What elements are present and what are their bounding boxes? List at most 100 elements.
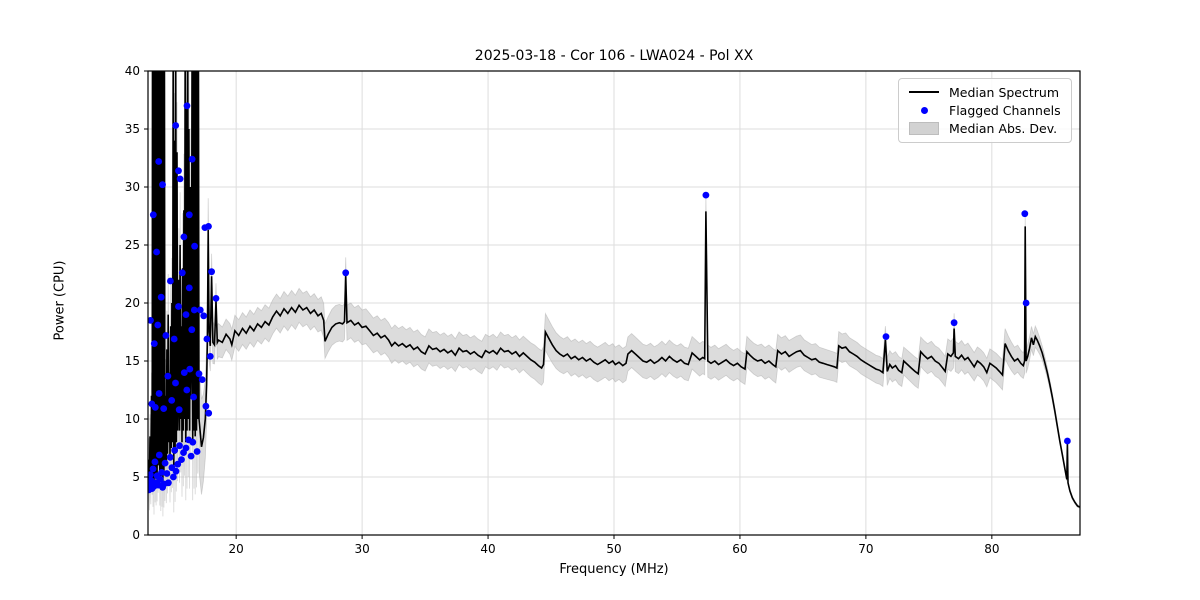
flagged-channel-marker xyxy=(182,311,190,318)
flagged-channel-marker xyxy=(178,456,185,463)
flagged-channel-marker xyxy=(188,155,196,163)
flagged-channel-marker xyxy=(206,353,214,360)
x-tick-label: 70 xyxy=(858,542,873,556)
x-tick-label: 60 xyxy=(732,542,747,556)
flagged-channel-marker xyxy=(193,448,201,455)
flagged-channel-marker xyxy=(156,475,164,483)
flagged-channel-marker xyxy=(175,167,182,175)
flagged-channel-marker xyxy=(176,175,184,183)
y-tick-label: 5 xyxy=(132,470,140,484)
flagged-channel-marker xyxy=(151,458,159,466)
line-sample-icon xyxy=(909,91,939,94)
mad-band xyxy=(148,71,1080,517)
chart-title: 2025-03-18 - Cor 106 - LWA024 - Pol XX xyxy=(474,48,754,64)
flagged-channel-marker xyxy=(148,317,154,324)
flagged-channel-marker xyxy=(203,335,211,343)
legend: Median Spectrum Flagged Channels Median … xyxy=(898,78,1072,143)
flagged-channel-marker xyxy=(190,306,198,314)
y-tick-label: 35 xyxy=(125,122,140,136)
flagged-channel-marker xyxy=(187,452,195,460)
flagged-channel-marker xyxy=(174,460,182,468)
flagged-channel-marker xyxy=(186,365,194,373)
flagged-channel-marker xyxy=(183,102,191,110)
y-tick-label: 15 xyxy=(125,354,140,368)
legend-entry-flagged-channels: Flagged Channels xyxy=(909,101,1063,119)
y-tick-label: 10 xyxy=(125,412,140,426)
flagged-channel-marker xyxy=(702,191,710,199)
flagged-channel-marker xyxy=(1064,437,1071,445)
axis-ticks: 20 30 40 50 60 70 80 0 5 10 15 20 25 30 35 40 xyxy=(125,64,1000,556)
flagged-channel-marker xyxy=(159,181,166,189)
legend-label: Median Abs. Dev. xyxy=(949,121,1058,137)
flagged-channel-marker xyxy=(190,393,198,401)
flagged-channel-marker xyxy=(205,223,212,230)
flagged-channel-marker xyxy=(155,158,163,165)
flagged-channel-marker xyxy=(165,479,172,487)
flagged-channel-marker xyxy=(161,459,169,467)
flagged-channel-marker xyxy=(150,340,158,347)
flagged-channel-marker xyxy=(342,269,350,277)
flagged-channel-marker xyxy=(185,211,193,219)
flagged-channel-marker xyxy=(202,402,210,410)
legend-label: Flagged Channels xyxy=(949,102,1061,118)
flagged-channel-marker xyxy=(166,453,174,461)
flagged-channel-marker xyxy=(157,293,165,301)
flagged-channels xyxy=(148,102,1071,494)
flagged-channel-marker xyxy=(172,122,180,129)
flagged-channel-marker xyxy=(164,372,172,380)
x-tick-label: 40 xyxy=(480,542,495,556)
flagged-channel-marker xyxy=(172,379,179,387)
flagged-channel-marker xyxy=(180,369,188,376)
flagged-channel-marker xyxy=(168,397,176,404)
flagged-channel-marker xyxy=(208,268,216,276)
flagged-channel-marker xyxy=(182,444,190,452)
flagged-channel-marker xyxy=(167,277,174,285)
x-tick-label: 20 xyxy=(229,542,244,556)
flagged-channel-marker xyxy=(200,312,208,320)
legend-label: Median Spectrum xyxy=(949,84,1060,100)
x-tick-label: 80 xyxy=(984,542,999,556)
flagged-channel-marker xyxy=(185,284,193,292)
flagged-channel-marker xyxy=(1022,299,1030,307)
flagged-channel-marker xyxy=(175,406,183,414)
flagged-channel-marker xyxy=(171,446,179,454)
flagged-channel-marker xyxy=(175,303,182,310)
flagged-channel-marker xyxy=(153,248,161,256)
flagged-channel-marker xyxy=(195,370,203,378)
y-tick-label: 30 xyxy=(125,180,140,194)
flagged-channel-marker xyxy=(180,233,188,241)
patch-sample-icon xyxy=(909,122,939,136)
x-tick-label: 30 xyxy=(354,542,369,556)
flagged-channel-marker xyxy=(189,438,197,446)
flagged-channel-marker xyxy=(154,321,162,329)
y-tick-label: 0 xyxy=(132,528,140,542)
flagged-channel-marker xyxy=(198,376,206,383)
flagged-channel-marker xyxy=(191,242,199,250)
y-axis-label: Power (CPU) xyxy=(52,260,68,341)
flagged-channel-marker xyxy=(188,326,196,334)
flagged-channel-marker xyxy=(149,211,157,219)
flagged-channel-marker xyxy=(176,442,183,450)
flagged-channel-marker xyxy=(149,465,157,473)
flagged-channel-marker xyxy=(148,471,154,479)
legend-entry-median-spectrum: Median Spectrum xyxy=(909,83,1063,101)
flagged-channel-marker xyxy=(158,469,166,476)
flagged-channel-marker xyxy=(178,269,186,277)
flagged-channel-marker xyxy=(155,451,163,459)
flagged-channel-marker xyxy=(950,319,958,327)
median-spectrum-line xyxy=(148,71,1080,508)
flagged-channel-marker xyxy=(172,467,180,475)
y-tick-label: 40 xyxy=(125,64,140,78)
legend-entry-median-abs-dev: Median Abs. Dev. xyxy=(909,120,1063,138)
x-axis-label: Frequency (MHz) xyxy=(559,562,669,577)
x-tick-label: 50 xyxy=(606,542,621,556)
flagged-channel-marker xyxy=(151,404,159,411)
flagged-channel-marker xyxy=(163,470,171,477)
flagged-channel-marker xyxy=(170,473,177,481)
flagged-channel-marker xyxy=(170,335,178,343)
marker-sample-icon xyxy=(909,106,939,114)
flagged-channel-marker xyxy=(1021,210,1029,218)
flagged-channel-marker xyxy=(155,390,163,397)
